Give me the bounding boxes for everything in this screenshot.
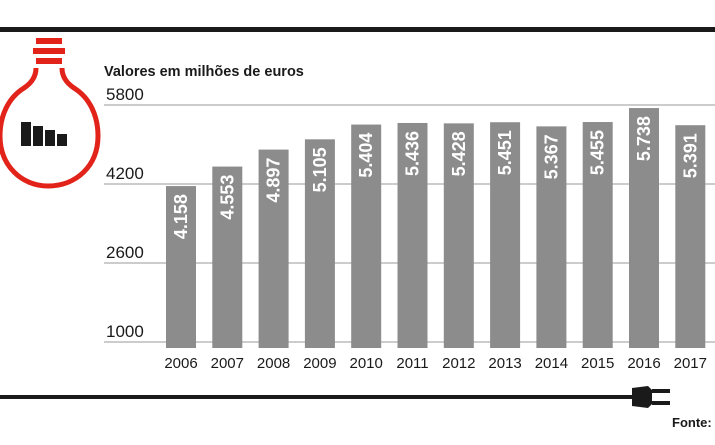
x-tick-label: 2015 — [581, 355, 614, 372]
power-plug-icon — [620, 386, 670, 408]
y-tick-label: 1000 — [106, 322, 144, 341]
source-label: Fonte: — [672, 415, 712, 430]
chart-subtitle: Valores em milhões de euros — [104, 64, 304, 80]
x-tick-label: 2009 — [303, 355, 336, 372]
top-rule — [0, 27, 715, 32]
data-label: 4.897 — [264, 158, 284, 203]
data-label: 5.428 — [449, 131, 469, 176]
x-tick-label: 2013 — [488, 355, 521, 372]
bar — [212, 166, 243, 348]
data-label: 5.451 — [495, 130, 515, 175]
bar — [490, 122, 521, 348]
bar — [536, 126, 567, 349]
data-label: 5.436 — [403, 131, 423, 176]
data-label: 5.367 — [541, 134, 561, 179]
bar — [675, 125, 706, 349]
x-tick-label: 2008 — [257, 355, 290, 372]
x-tick-label: 2011 — [396, 355, 428, 372]
bottom-rule — [0, 395, 632, 399]
x-tick-label: 2006 — [164, 355, 197, 372]
data-label: 5.455 — [588, 130, 608, 175]
x-tick-label: 2012 — [442, 355, 475, 372]
data-label: 5.105 — [310, 147, 330, 192]
y-tick-label: 5800 — [106, 85, 144, 104]
bar — [351, 124, 382, 349]
bar — [166, 186, 196, 348]
y-tick-label: 4200 — [106, 164, 144, 183]
data-label: 5.738 — [634, 116, 654, 161]
bar — [304, 139, 335, 348]
x-tick-label: 2017 — [674, 355, 707, 372]
bar — [582, 122, 613, 348]
bar — [629, 108, 659, 348]
x-tick-label: 2007 — [211, 355, 244, 372]
bar — [258, 149, 289, 348]
x-tick-label: 2014 — [535, 355, 568, 372]
data-label: 5.404 — [356, 133, 376, 178]
data-label: 5.391 — [680, 133, 700, 178]
bar — [443, 123, 474, 349]
bar — [397, 122, 428, 348]
y-tick-label: 2600 — [106, 243, 144, 262]
lightbulb-chart-icon — [0, 38, 101, 189]
data-label: 4.158 — [171, 194, 191, 239]
data-label: 4.553 — [217, 175, 237, 220]
x-tick-label: 2016 — [627, 355, 660, 372]
x-tick-label: 2010 — [350, 355, 383, 372]
